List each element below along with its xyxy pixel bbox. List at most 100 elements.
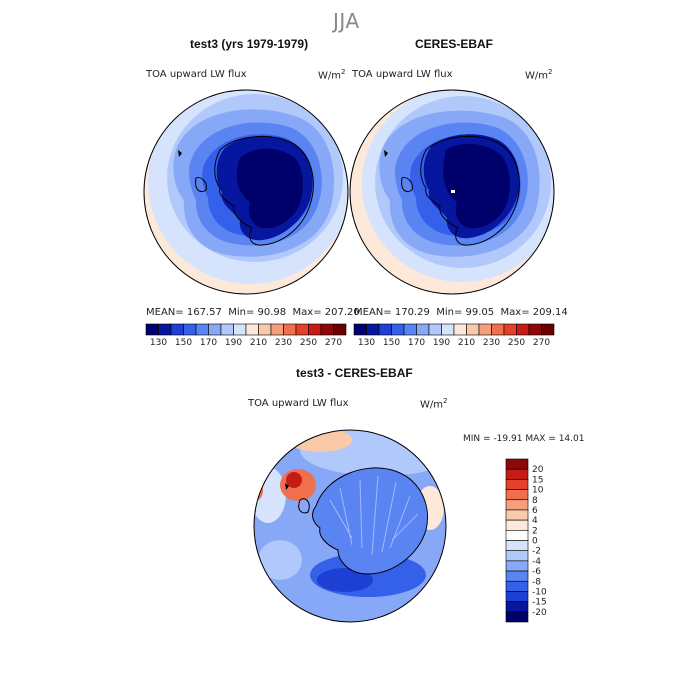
model-min-label: Min= <box>228 307 255 318</box>
obs-colorbar-cell <box>528 323 542 336</box>
model-units-exp: 2 <box>341 68 346 76</box>
model-max-label: Max= <box>292 307 322 318</box>
model-colorbar-cell <box>295 323 309 336</box>
model-colorbar-cell <box>208 323 222 336</box>
diff-colorbar-cell <box>505 591 529 602</box>
diff-field-southwest-band <box>258 540 302 580</box>
model-colorbar-tick-label: 250 <box>300 338 317 348</box>
diff-colorbar-cell <box>505 519 529 531</box>
obs-colorbar-cell <box>353 323 367 336</box>
obs-colorbar-tick-label: 130 <box>358 338 375 348</box>
obs-colorbar-tick-label: 170 <box>408 338 425 348</box>
model-colorbar-cell <box>233 323 247 336</box>
diff-coast-island <box>285 483 289 490</box>
diff-stats: MIN = -19.91 MAX = 14.01 <box>463 434 584 444</box>
diff-colorbar-tick-label: -6 <box>532 567 541 577</box>
diff-units-base: W/m <box>420 399 443 411</box>
diff-colorbar-tick-label: 15 <box>532 475 543 485</box>
model-panel-title: test3 (yrs 1979-1979) <box>190 37 309 51</box>
model-min-value: 90.98 <box>257 307 287 318</box>
diff-colorbar-cell <box>505 570 529 582</box>
diff-min-label: MIN = <box>463 434 491 444</box>
obs-colorbar-cell <box>441 323 455 336</box>
model-colorbar-tick-label: 130 <box>150 338 167 348</box>
diff-field-warm-peak <box>286 472 302 488</box>
obs-max-label: Max= <box>500 307 530 318</box>
obs-missing-cell <box>451 190 455 193</box>
model-mean-value: 167.57 <box>186 307 222 318</box>
diff-colorbar-cell <box>505 489 529 501</box>
model-colorbar-cell <box>283 323 297 336</box>
model-colorbar-cell <box>258 323 272 336</box>
model-colorbar-cell <box>170 323 184 336</box>
diff-max-value: 14.01 <box>558 434 585 444</box>
obs-colorbar-cell <box>403 323 417 336</box>
diff-units-label: W/m2 <box>420 397 447 410</box>
obs-min-value: 99.05 <box>465 307 495 318</box>
diff-colorbar-cell <box>505 550 529 562</box>
obs-colorbar-tick-label: 230 <box>483 338 500 348</box>
model-colorbar-cell <box>145 323 159 336</box>
model-colorbar-cell <box>195 323 209 336</box>
obs-max-value: 209.14 <box>532 307 568 318</box>
model-units-label: W/m2 <box>318 68 345 81</box>
obs-colorbar-cell <box>366 323 380 336</box>
obs-colorbar-cell <box>466 323 480 336</box>
obs-min-label: Min= <box>436 307 463 318</box>
diff-colorbar-tick-label: 6 <box>532 506 538 516</box>
diff-colorbar-tick-label: -4 <box>532 557 541 567</box>
diff-colorbar-cell <box>505 499 529 511</box>
diff-colorbar-tick-label: 8 <box>532 496 538 506</box>
diff-field-warm-north <box>288 430 352 452</box>
obs-colorbar-cell <box>453 323 467 336</box>
diff-colorbar-cell <box>505 540 529 551</box>
model-map <box>144 90 348 294</box>
obs-map <box>350 90 554 294</box>
obs-colorbar-cell <box>541 323 555 336</box>
model-colorbar-tick-label: 230 <box>275 338 292 348</box>
model-colorbar-tick-label: 170 <box>200 338 217 348</box>
model-stats: MEAN= 167.57 Min= 90.98 Max= 207.20 <box>146 307 360 318</box>
obs-colorbar-cell <box>378 323 392 336</box>
model-colorbar-cell <box>158 323 172 336</box>
diff-variable-label: TOA upward LW flux <box>248 398 349 409</box>
diff-colorbar-tick-label: -20 <box>532 608 547 618</box>
diff-colorbar-tick-label: -10 <box>532 587 547 597</box>
obs-colorbar-tick-label: 250 <box>508 338 525 348</box>
model-colorbar-cell <box>308 323 322 336</box>
model-colorbar-cell <box>220 323 234 336</box>
model-coast-island <box>178 150 182 157</box>
obs-units-exp: 2 <box>548 68 553 76</box>
obs-colorbar: 130 150 170 190 210 230 250 270 <box>353 323 555 348</box>
model-mean-label: MEAN= <box>146 307 184 318</box>
obs-units-label: W/m2 <box>525 68 552 81</box>
model-max-value: 207.20 <box>324 307 360 318</box>
diff-colorbar-cell <box>505 468 529 480</box>
diff-colorbar-tick-label: -8 <box>532 577 541 587</box>
model-colorbar: 130 150 170 190 210 230 250 270 <box>145 323 347 348</box>
diff-colorbar-tick-label: 2 <box>532 526 538 536</box>
diff-colorbar-tick-label: -15 <box>532 598 547 608</box>
obs-colorbar-tick-label: 150 <box>383 338 400 348</box>
obs-colorbar-cell <box>428 323 442 336</box>
obs-panel-title: CERES-EBAF <box>415 37 494 51</box>
obs-mean-value: 170.29 <box>394 307 430 318</box>
obs-variable-label: TOA upward LW flux <box>352 69 453 80</box>
diff-colorbar-tick-label: 4 <box>532 516 538 526</box>
diff-colorbar-cell <box>505 479 529 490</box>
obs-colorbar-cell <box>416 323 430 336</box>
model-field-core <box>236 148 303 229</box>
obs-colorbar-cell <box>491 323 505 336</box>
diff-max-label: MAX = <box>525 434 556 444</box>
obs-colorbar-cell <box>478 323 492 336</box>
model-colorbar-cell <box>245 323 259 336</box>
diff-coastline <box>298 467 428 575</box>
diff-colorbar-tick-label: 0 <box>532 537 538 547</box>
diff-map-border <box>253 429 447 623</box>
model-colorbar-tick-label: 270 <box>325 338 342 348</box>
diff-colorbar-cell <box>505 530 529 541</box>
model-colorbar-tick-label: 210 <box>250 338 267 348</box>
